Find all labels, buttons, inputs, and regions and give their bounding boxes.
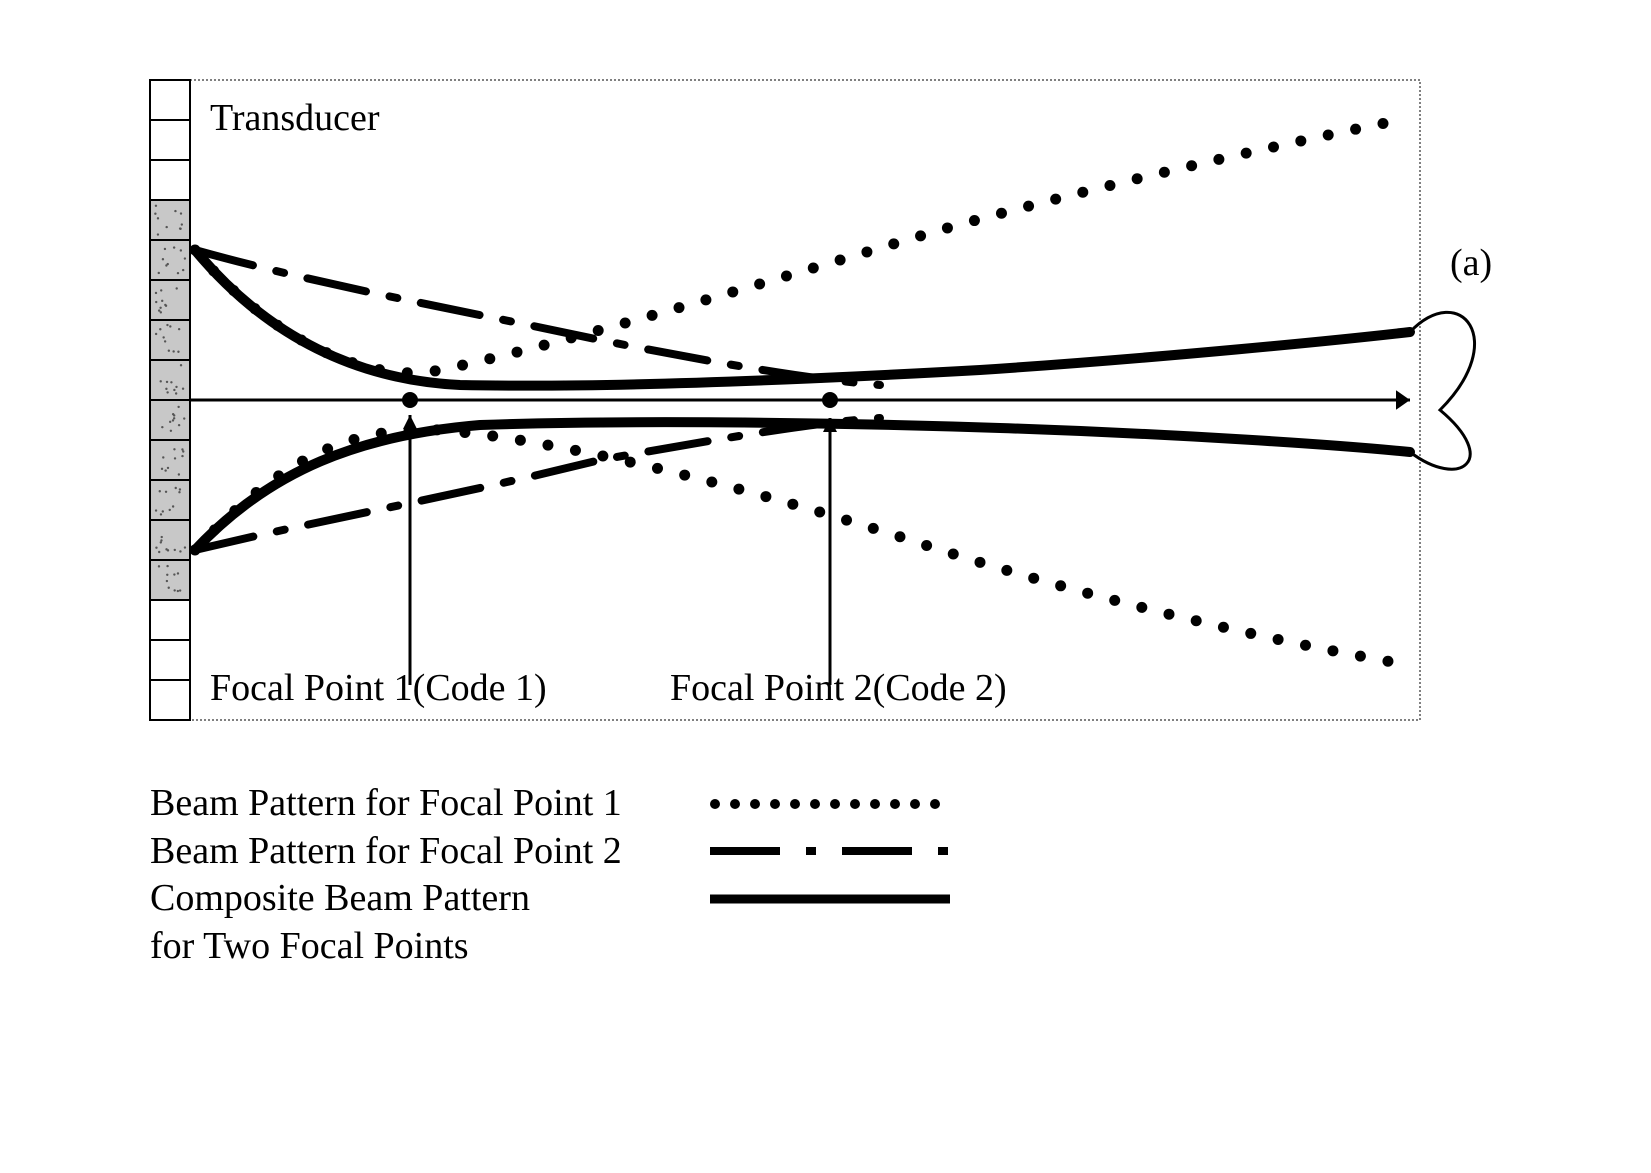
legend-row-2: Beam Pattern for Focal Point 2 <box>150 828 1540 876</box>
legend-row-4: for Two Focal Points <box>150 923 1540 971</box>
svg-text:Focal Point 2(Code 2): Focal Point 2(Code 2) <box>670 667 1007 709</box>
legend-text-3: Composite Beam Pattern <box>150 875 690 923</box>
beam-pattern-diagram: Transducer Focal Point 1(Code 1) Focal Poi… <box>40 40 1540 760</box>
legend-text-2: Beam Pattern for Focal Point 2 <box>150 828 690 876</box>
legend: Beam Pattern for Focal Point 1 Beam Patt… <box>150 780 1540 970</box>
legend-swatch-dotted <box>710 792 950 816</box>
svg-text:(a): (a) <box>1450 242 1492 284</box>
diagram-container: Transducer Focal Point 1(Code 1) Focal Poi… <box>40 40 1540 970</box>
legend-text-4: for Two Focal Points <box>150 923 690 971</box>
svg-text:Focal Point 1(Code 1): Focal Point 1(Code 1) <box>210 667 547 709</box>
legend-swatch-solid <box>710 887 950 911</box>
legend-text-1: Beam Pattern for Focal Point 1 <box>150 780 690 828</box>
legend-row-1: Beam Pattern for Focal Point 1 <box>150 780 1540 828</box>
legend-row-3: Composite Beam Pattern <box>150 875 1540 923</box>
legend-swatch-dashdot <box>710 839 950 863</box>
svg-text:Transducer: Transducer <box>210 97 380 139</box>
